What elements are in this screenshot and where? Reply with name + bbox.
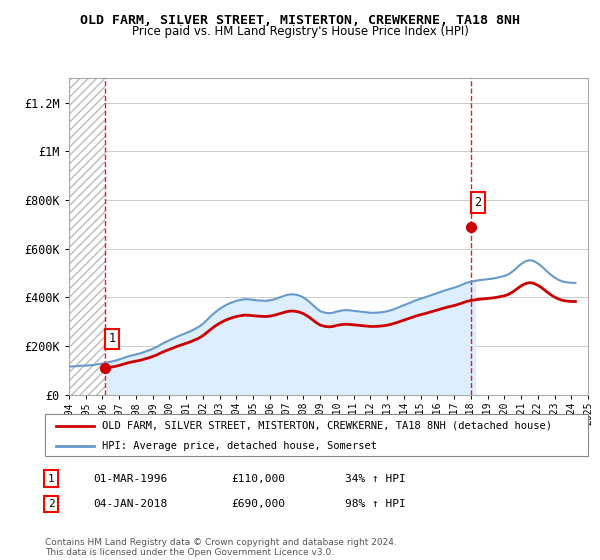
Text: Contains HM Land Registry data © Crown copyright and database right 2024.
This d: Contains HM Land Registry data © Crown c… <box>45 538 397 557</box>
Text: HPI: Average price, detached house, Somerset: HPI: Average price, detached house, Some… <box>102 441 377 451</box>
Point <box>101 363 110 372</box>
Text: 1: 1 <box>47 474 55 484</box>
Text: 2: 2 <box>474 196 481 209</box>
Text: OLD FARM, SILVER STREET, MISTERTON, CREWKERNE, TA18 8NH: OLD FARM, SILVER STREET, MISTERTON, CREW… <box>80 14 520 27</box>
Text: 04-JAN-2018: 04-JAN-2018 <box>93 499 167 509</box>
Text: £690,000: £690,000 <box>231 499 285 509</box>
Text: 01-MAR-1996: 01-MAR-1996 <box>93 474 167 484</box>
Point <box>466 222 476 231</box>
Text: OLD FARM, SILVER STREET, MISTERTON, CREWKERNE, TA18 8NH (detached house): OLD FARM, SILVER STREET, MISTERTON, CREW… <box>102 421 552 431</box>
Bar <box>69 78 106 395</box>
Bar <box>69 78 106 395</box>
Text: 2: 2 <box>47 499 55 509</box>
Text: 98% ↑ HPI: 98% ↑ HPI <box>345 499 406 509</box>
Text: Price paid vs. HM Land Registry's House Price Index (HPI): Price paid vs. HM Land Registry's House … <box>131 25 469 38</box>
Text: 34% ↑ HPI: 34% ↑ HPI <box>345 474 406 484</box>
Text: 1: 1 <box>109 332 116 346</box>
FancyBboxPatch shape <box>45 414 588 456</box>
Text: £110,000: £110,000 <box>231 474 285 484</box>
